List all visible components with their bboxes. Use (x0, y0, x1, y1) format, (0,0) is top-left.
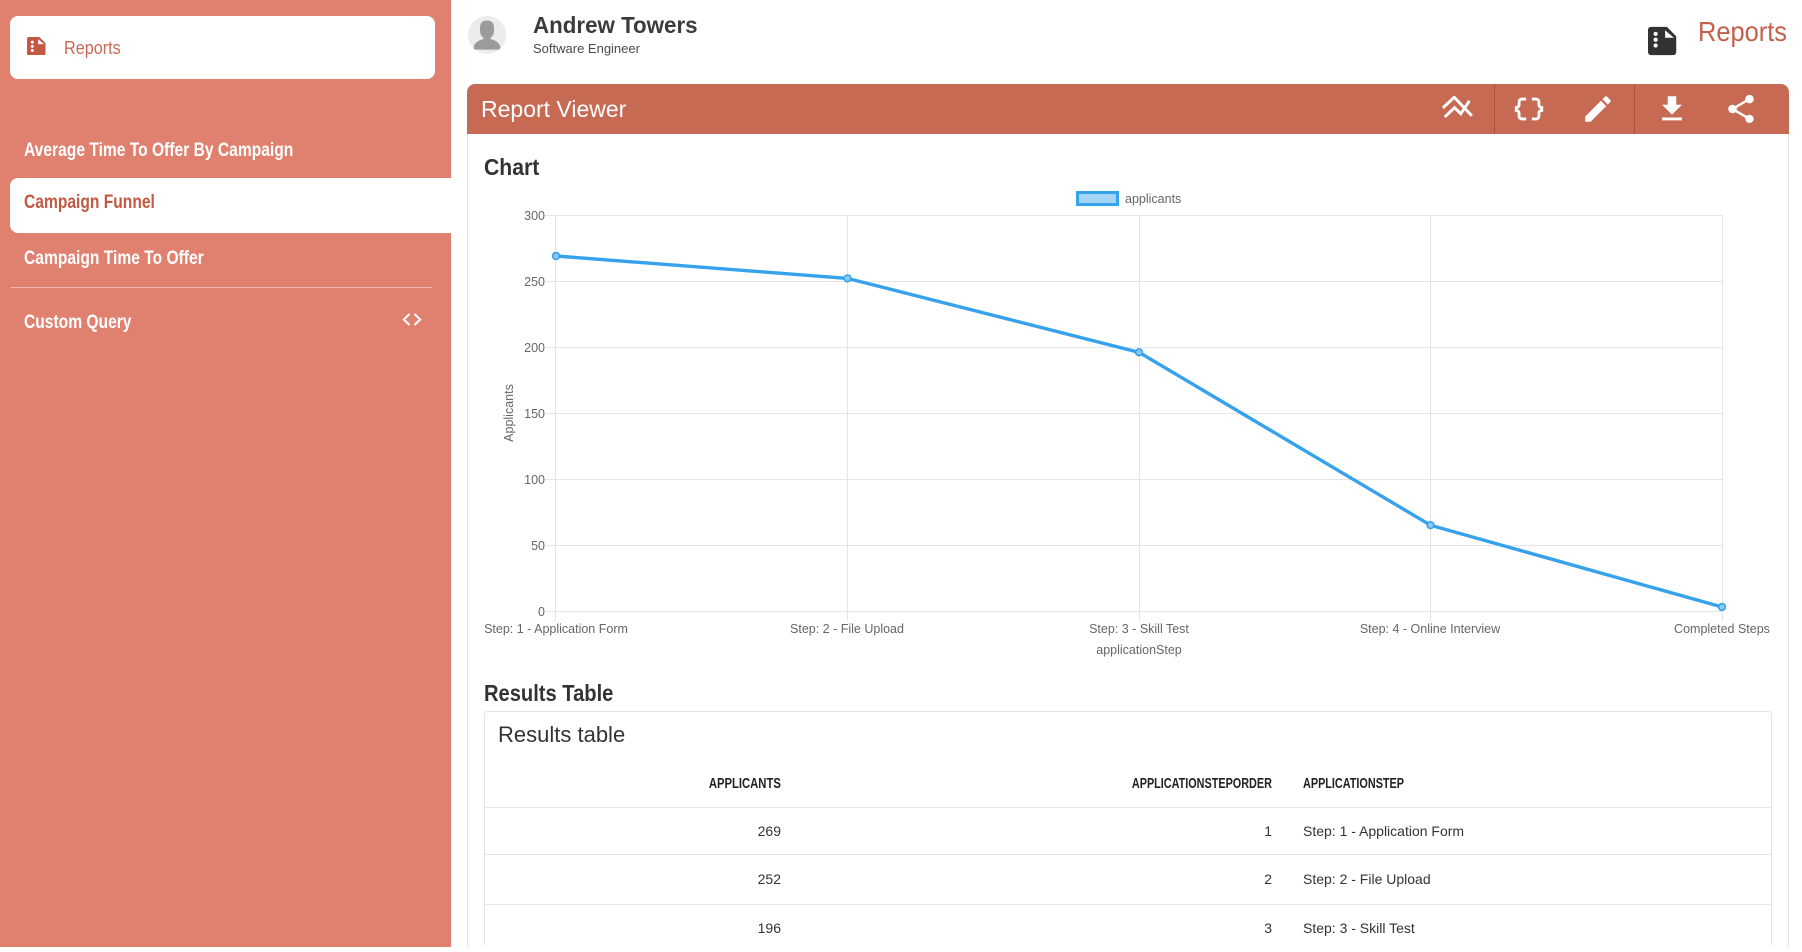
svg-text:Step: 1 - Application Form: Step: 1 - Application Form (484, 622, 628, 636)
svg-text:Completed Steps: Completed Steps (1674, 622, 1770, 636)
svg-text:0: 0 (538, 605, 545, 619)
svg-text:250: 250 (524, 275, 545, 289)
svg-text:300: 300 (524, 209, 545, 223)
svg-text:Step: 3 - Skill Test: Step: 3 - Skill Test (1089, 622, 1189, 636)
svg-text:applicants: applicants (1125, 192, 1181, 206)
svg-text:Step: 2 - File Upload: Step: 2 - File Upload (790, 622, 904, 636)
svg-text:150: 150 (524, 407, 545, 421)
svg-text:Applicants: Applicants (502, 384, 516, 442)
svg-text:50: 50 (531, 539, 545, 553)
svg-text:Step: 4 - Online Interview: Step: 4 - Online Interview (1360, 622, 1501, 636)
svg-text:applicationStep: applicationStep (1096, 643, 1182, 657)
svg-text:100: 100 (524, 473, 545, 487)
svg-text:200: 200 (524, 341, 545, 355)
